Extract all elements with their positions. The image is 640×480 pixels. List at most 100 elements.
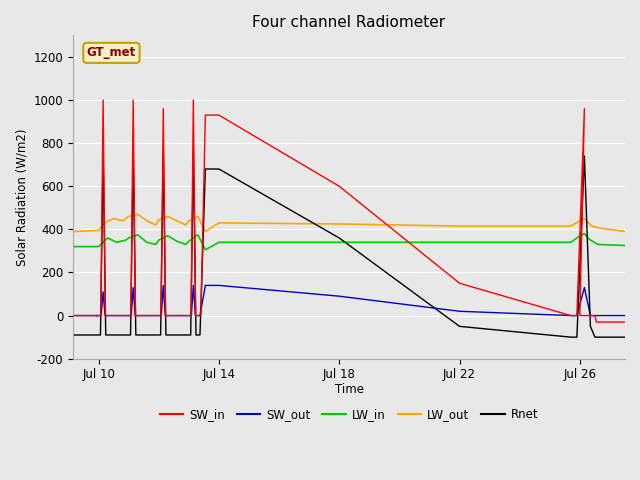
SW_out: [123, 312, 131, 318]
SW_in: [573, 312, 580, 318]
LW_out: [70, 228, 78, 234]
Rnet: [335, 235, 343, 241]
SW_in: [580, 106, 588, 111]
Line: LW_in: LW_in: [74, 234, 625, 250]
LW_out: [185, 218, 193, 224]
LW_out: [456, 223, 463, 229]
SW_out: [141, 312, 149, 318]
LW_out: [110, 216, 118, 221]
LW_out: [580, 216, 588, 221]
LW_in: [621, 243, 629, 249]
SW_in: [152, 312, 159, 318]
X-axis label: Time: Time: [335, 383, 364, 396]
Line: LW_out: LW_out: [74, 214, 625, 231]
LW_out: [576, 218, 584, 224]
SW_out: [215, 283, 223, 288]
Rnet: [215, 166, 223, 172]
LW_out: [134, 211, 141, 217]
LW_out: [173, 218, 180, 224]
LW_in: [594, 241, 602, 247]
Rnet: [129, 149, 137, 155]
LW_out: [125, 214, 132, 219]
SW_in: [102, 312, 109, 318]
SW_in: [122, 312, 129, 318]
LW_in: [70, 244, 78, 250]
Rnet: [166, 332, 173, 338]
Rnet: [93, 332, 100, 338]
LW_out: [202, 228, 209, 234]
SW_out: [127, 312, 135, 318]
Rnet: [567, 334, 575, 340]
SW_out: [573, 312, 580, 318]
SW_out: [129, 285, 137, 290]
Rnet: [187, 332, 195, 338]
Rnet: [189, 149, 197, 155]
SW_out: [183, 312, 191, 318]
Rnet: [621, 334, 629, 340]
LW_in: [585, 236, 593, 242]
SW_in: [162, 312, 170, 318]
Rnet: [157, 332, 164, 338]
SW_in: [567, 312, 575, 318]
SW_in: [192, 312, 200, 318]
Rnet: [196, 332, 204, 338]
Line: SW_out: SW_out: [74, 286, 625, 315]
LW_in: [182, 241, 189, 247]
LW_in: [122, 237, 129, 243]
Line: SW_in: SW_in: [74, 100, 625, 322]
SW_out: [136, 312, 143, 318]
SW_in: [92, 312, 99, 318]
LW_out: [335, 221, 343, 227]
SW_out: [93, 312, 100, 318]
LW_out: [182, 222, 189, 228]
SW_in: [182, 312, 189, 318]
SW_out: [335, 293, 343, 299]
Y-axis label: Solar Radiation (W/m2): Solar Radiation (W/m2): [15, 128, 28, 266]
Legend: SW_in, SW_out, LW_in, LW_out, Rnet: SW_in, SW_out, LW_in, LW_out, Rnet: [155, 403, 543, 426]
LW_in: [125, 235, 132, 241]
SW_out: [621, 312, 629, 318]
SW_in: [132, 312, 140, 318]
SW_out: [189, 283, 197, 288]
Rnet: [97, 332, 104, 338]
Rnet: [162, 332, 170, 338]
LW_in: [567, 240, 575, 245]
Rnet: [70, 332, 78, 338]
SW_out: [188, 312, 195, 318]
SW_out: [101, 312, 109, 318]
SW_out: [191, 312, 199, 318]
Rnet: [127, 332, 134, 338]
LW_out: [155, 217, 163, 223]
SW_in: [159, 106, 167, 111]
SW_in: [576, 312, 584, 318]
Rnet: [102, 332, 109, 338]
Rnet: [92, 332, 99, 338]
LW_in: [164, 233, 172, 239]
SW_in: [172, 312, 179, 318]
LW_out: [164, 214, 172, 219]
LW_out: [215, 220, 223, 226]
Title: Four channel Radiometer: Four channel Radiometer: [252, 15, 445, 30]
Rnet: [136, 332, 143, 338]
SW_in: [99, 97, 107, 103]
LW_out: [152, 222, 159, 228]
LW_in: [134, 232, 141, 238]
LW_in: [580, 231, 588, 237]
SW_in: [202, 112, 209, 118]
LW_in: [202, 247, 209, 252]
SW_out: [166, 312, 173, 318]
SW_out: [131, 312, 139, 318]
LW_in: [185, 239, 193, 244]
LW_in: [113, 240, 120, 245]
LW_out: [119, 218, 127, 224]
SW_in: [591, 312, 599, 318]
LW_in: [95, 244, 102, 250]
SW_in: [621, 319, 629, 325]
SW_in: [157, 312, 165, 318]
LW_out: [567, 223, 575, 229]
Rnet: [132, 332, 140, 338]
LW_in: [335, 240, 343, 245]
LW_in: [152, 241, 159, 247]
SW_in: [335, 183, 343, 189]
SW_in: [111, 312, 119, 318]
